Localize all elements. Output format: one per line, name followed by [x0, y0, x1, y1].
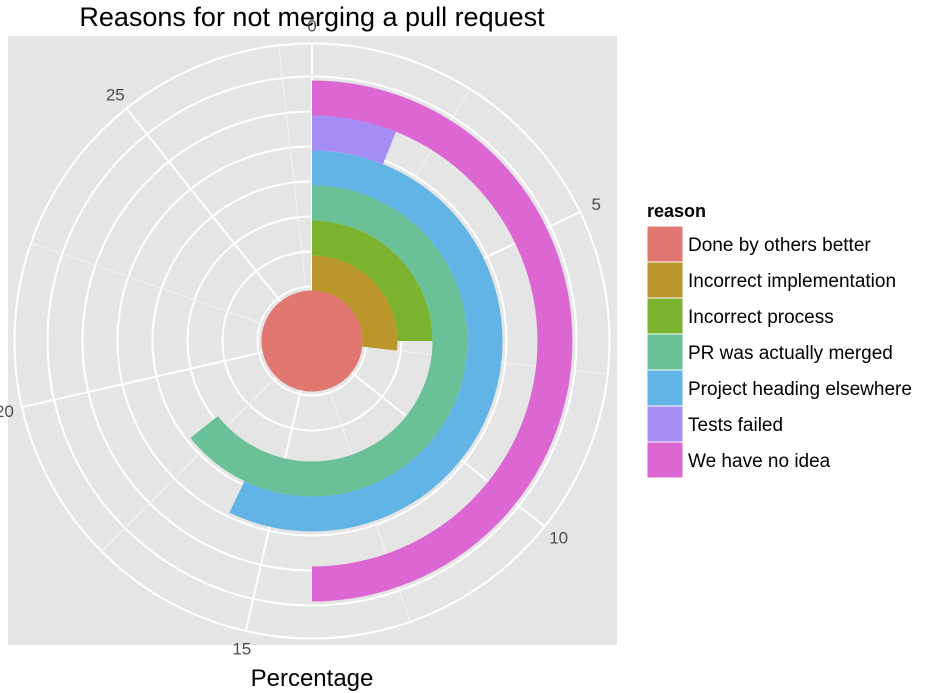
legend-label: Done by others better [688, 235, 871, 256]
legend-label: PR was actually merged [688, 343, 893, 364]
legend-label: We have no idea [688, 451, 831, 472]
legend-title: reason [647, 201, 706, 221]
legend: reason Done by others better Incorrect im… [646, 201, 912, 479]
bar-project-heading-elsewhere [229, 150, 503, 532]
bar-we-have-no-idea [312, 80, 573, 602]
theta-tick-label: 5 [592, 195, 601, 214]
theta-tick-label: 25 [106, 85, 125, 104]
bar-done-by-others-better [261, 290, 363, 392]
legend-swatch [646, 369, 684, 407]
legend-swatch [646, 441, 684, 479]
bar-incorrect-process [312, 220, 433, 341]
theta-tick-label: 15 [232, 640, 251, 659]
legend-swatch [646, 261, 684, 299]
legend-label: Project heading elsewhere [688, 379, 912, 400]
bars-layer [190, 80, 573, 602]
legend-label: Incorrect process [688, 307, 834, 328]
chart-title: Reasons for not merging a pull request [79, 2, 545, 32]
theta-tick-label: 10 [549, 529, 568, 548]
bar-tests-failed [312, 115, 396, 165]
theta-tick-label: 0 [307, 17, 316, 36]
legend-items: Done by others better Incorrect implement… [646, 225, 912, 479]
legend-swatch [646, 297, 684, 335]
legend-label: Tests failed [688, 415, 783, 436]
legend-label: Incorrect implementation [688, 271, 896, 292]
legend-swatch [646, 333, 684, 371]
legend-swatch [646, 405, 684, 443]
tick-labels-layer: 0 5 10 15 20 25 [0, 17, 601, 659]
bar-incorrect-implementation [312, 255, 398, 351]
theta-tick-label: 20 [0, 402, 14, 421]
legend-swatch [646, 225, 684, 263]
x-axis-label: Percentage [251, 665, 374, 692]
